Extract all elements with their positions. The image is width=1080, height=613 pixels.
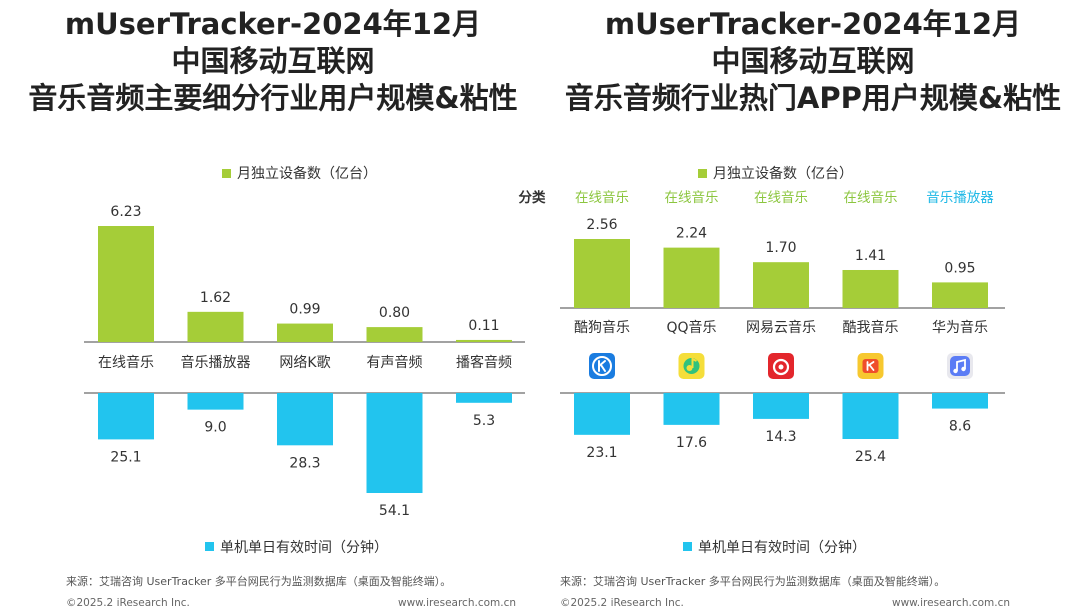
huawei-music-icon-head1 (953, 368, 958, 374)
right-legend-time: 单机单日有效时间（分钟） (698, 539, 866, 556)
right-source-note: 来源：艾瑞咨询 UserTracker 多平台网民行为监测数据库（桌面及智能终端… (560, 575, 946, 588)
right-label-time-3: 25.4 (855, 449, 886, 465)
left-category-label-1: 音乐播放器 (181, 354, 251, 371)
netease-music-icon-ring (772, 358, 790, 376)
right-chart-group: 月独立设备数（亿台） 单机单日有效时间（分钟） 2.56 23.1 酷狗音乐 在线音乐 2.… (519, 165, 1005, 556)
huawei-music-icon-head2 (961, 366, 966, 372)
kugou-icon (589, 353, 615, 379)
left-website: www.iresearch.com.cn (398, 597, 517, 609)
right-label-time-4: 8.6 (949, 419, 971, 435)
right-bar-time-1 (663, 393, 720, 425)
right-label-time-0: 23.1 (586, 445, 617, 461)
left-bar-devices-1 (187, 311, 244, 342)
left-label-devices-2: 0.99 (289, 302, 320, 318)
left-bar-time-0 (98, 393, 154, 440)
left-bar-time-4 (456, 393, 512, 403)
left-label-devices-4: 0.11 (468, 318, 499, 334)
left-title-line-1: mUserTracker-2024年12月 (64, 7, 482, 41)
right-title-line-1: mUserTracker-2024年12月 (604, 7, 1022, 41)
right-bar-time-2 (753, 393, 809, 419)
right-legend-devices: 月独立设备数（亿台） (713, 165, 853, 182)
left-bar-devices-2 (277, 323, 333, 342)
right-legend-swatch-devices (698, 169, 707, 178)
right-bar-devices-1 (663, 247, 720, 308)
left-title-line-3: 音乐音频主要细分行业用户规模&粘性 (28, 81, 518, 115)
left-label-time-1: 9.0 (204, 420, 226, 436)
left-label-time-0: 25.1 (110, 449, 141, 465)
right-class-label-1: 在线音乐 (665, 189, 719, 206)
left-chart-title: mUserTracker-2024年12月 中国移动互联网 音乐音频主要细分行业… (3, 6, 543, 117)
kugou-icon-ring (592, 356, 612, 376)
netease-music-icon (768, 353, 794, 379)
left-title-line-2: 中国移动互联网 (171, 44, 375, 78)
qq-music-icon-stem (691, 357, 697, 368)
right-label-devices-0: 2.56 (586, 217, 617, 233)
right-class-label-3: 在线音乐 (844, 189, 898, 206)
right-title-line-3: 音乐音频行业热门APP用户规模&粘性 (564, 81, 1062, 115)
right-label-devices-3: 1.41 (855, 248, 886, 264)
left-legend-time: 单机单日有效时间（分钟） (220, 539, 388, 556)
right-bar-devices-2 (753, 262, 809, 308)
right-title-line-2: 中国移动互联网 (711, 44, 915, 78)
left-category-label-3: 有声音频 (367, 354, 423, 371)
left-legend-swatch-time (205, 542, 214, 551)
right-class-label-0: 在线音乐 (575, 189, 629, 206)
right-bar-time-3 (842, 393, 899, 439)
left-bar-time-2 (277, 393, 333, 446)
right-category-label-0: 酷狗音乐 (574, 319, 630, 336)
right-bar-devices-4 (932, 282, 988, 308)
left-legend-swatch-devices (222, 169, 231, 178)
qq-music-icon-note (686, 365, 693, 371)
left-label-devices-0: 6.23 (110, 204, 141, 220)
left-category-label-4: 播客音频 (456, 354, 512, 371)
right-bar-time-4 (932, 393, 988, 409)
left-label-time-3: 54.1 (379, 503, 410, 519)
right-class-header: 分类 (519, 189, 547, 206)
left-label-devices-1: 1.62 (200, 290, 231, 306)
right-bar-devices-0 (574, 239, 630, 308)
kuwo-icon (857, 353, 884, 379)
right-label-devices-1: 2.24 (676, 226, 707, 242)
left-bar-devices-3 (366, 327, 423, 342)
left-category-label-0: 在线音乐 (98, 354, 154, 371)
huawei-music-icon-inner (950, 356, 970, 376)
kugou-icon-k (598, 360, 606, 372)
right-website: www.iresearch.com.cn (892, 597, 1011, 609)
netease-music-icon-center (778, 364, 784, 370)
left-category-label-2: 网络K歌 (279, 355, 330, 371)
kuwo-icon-k (866, 361, 875, 371)
right-class-label-2: 在线音乐 (754, 189, 808, 206)
qq-music-icon (678, 353, 705, 379)
right-label-devices-2: 1.70 (765, 240, 796, 256)
left-bar-devices-4 (456, 339, 512, 342)
left-label-devices-3: 0.80 (379, 305, 410, 321)
right-category-label-2: 网易云音乐 (746, 319, 816, 336)
right-category-label-1: QQ音乐 (666, 319, 716, 336)
left-source-note: 来源：艾瑞咨询 UserTracker 多平台网民行为监测数据库（桌面及智能终端… (66, 575, 452, 588)
left-bar-time-3 (366, 393, 423, 493)
left-chart-group: 月独立设备数（亿台） 单机单日有效时间（分钟） 6.23 25.1 在线音乐 1.62 9.… (84, 165, 525, 556)
right-copyright: ©2025.2 iResearch Inc. (560, 597, 684, 609)
left-copyright: ©2025.2 iResearch Inc. (66, 597, 190, 609)
right-chart-title: mUserTracker-2024年12月 中国移动互联网 音乐音频行业热门AP… (543, 6, 1080, 117)
right-bar-time-0 (574, 393, 630, 435)
right-legend-swatch-time (683, 542, 692, 551)
right-label-time-2: 14.3 (765, 429, 796, 445)
left-label-time-2: 28.3 (289, 455, 320, 471)
huawei-music-icon-note (956, 358, 966, 371)
right-category-label-4: 华为音乐 (932, 319, 988, 336)
right-label-time-1: 17.6 (676, 435, 707, 451)
left-legend-devices: 月独立设备数（亿台） (237, 165, 377, 182)
left-label-time-4: 5.3 (473, 413, 495, 429)
left-bar-devices-0 (98, 226, 154, 342)
right-label-devices-4: 0.95 (944, 260, 975, 276)
right-bar-devices-3 (842, 269, 899, 308)
huawei-music-icon (947, 353, 973, 379)
right-class-label-4: 音乐播放器 (926, 189, 994, 206)
right-category-label-3: 酷我音乐 (843, 319, 899, 336)
left-bar-time-1 (187, 393, 244, 410)
